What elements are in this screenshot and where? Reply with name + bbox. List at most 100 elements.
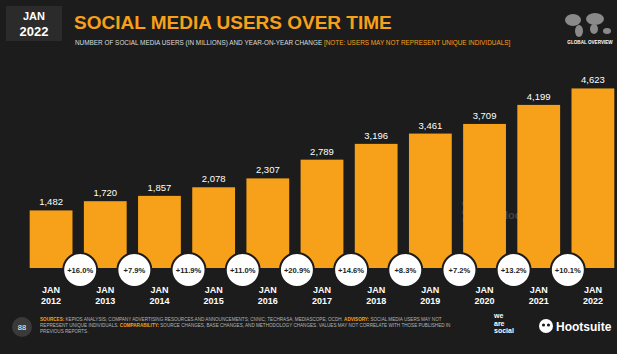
world-map-icon	[565, 13, 611, 37]
change-label: +11.9%	[176, 266, 202, 275]
change-label: +7.9%	[123, 266, 145, 275]
data-label: 4,199	[527, 91, 551, 102]
category-label: JAN2020	[475, 285, 495, 306]
change-label: +13.2%	[501, 266, 527, 275]
change-badges: +16.0% +7.9% +11.9% +11.0% +20.9% +14.6% +8.3%…	[63, 253, 585, 287]
bar	[409, 134, 452, 268]
brand-we-are-social: we	[493, 312, 503, 319]
change-circle	[117, 253, 151, 287]
category-label: JAN2021	[529, 285, 549, 306]
category-label-line: JAN	[530, 285, 548, 295]
category-label-line: JAN	[259, 285, 277, 295]
category-label-line: 2016	[258, 296, 278, 306]
bar	[572, 88, 615, 268]
change-label: +14.6%	[338, 266, 364, 275]
brand-logos: wearesocial Hootsuite	[493, 312, 612, 334]
category-label-line: JAN	[421, 285, 439, 295]
category-label-line: JAN	[42, 285, 60, 295]
category-label: JAN2013	[95, 285, 115, 306]
category-label: JAN2016	[258, 285, 278, 306]
change-circle	[63, 253, 97, 287]
data-label: 2,307	[256, 164, 280, 175]
brand-hootsuite: Hootsuite	[556, 320, 612, 334]
category-label-line: 2022	[583, 296, 603, 306]
change-circle	[226, 253, 260, 287]
map-continent	[590, 24, 598, 34]
footnotes: SOURCES: KEPIOS ANALYSIS; COMPANY ADVERT…	[40, 317, 465, 335]
footnote-label: COMPARABILITY:	[120, 323, 159, 328]
brand-we-are-social: are	[494, 320, 505, 327]
change-label: +8.3%	[394, 266, 416, 275]
change-label: +20.9%	[284, 266, 310, 275]
data-label: 3,461	[418, 120, 442, 131]
category-label: JAN2019	[420, 285, 440, 306]
map-continent	[603, 28, 611, 34]
category-label-line: 2013	[95, 296, 115, 306]
category-label: JAN2014	[149, 285, 169, 306]
category-label-line: 2020	[475, 296, 495, 306]
subtitle-note: [NOTE: USERS MAY NOT REPRESENT UNIQUE IN…	[324, 39, 511, 47]
bar	[301, 160, 344, 268]
stage: JAN2022SOCIAL MEDIA USERS OVER TIMENUMBE…	[0, 0, 617, 354]
category-label-line: 2019	[420, 296, 440, 306]
category-label-line: JAN	[367, 285, 385, 295]
change-circle	[172, 253, 206, 287]
hootsuite-owl-eye	[542, 323, 545, 326]
hootsuite-owl	[539, 319, 553, 333]
page-number-circle	[12, 317, 32, 337]
category-label: JAN2018	[366, 285, 386, 306]
category-label-line: JAN	[150, 285, 168, 295]
map-continent	[586, 13, 604, 25]
chart: JAN2022SOCIAL MEDIA USERS OVER TIMENUMBE…	[0, 0, 617, 354]
change-circle	[334, 253, 368, 287]
category-label-line: 2014	[149, 296, 169, 306]
category-label-line: 2018	[366, 296, 386, 306]
bar	[463, 124, 506, 268]
change-label: +16.0%	[67, 266, 93, 275]
footnote-text: KEPIOS ANALYSIS; COMPANY ADVERTISING RES…	[66, 317, 343, 322]
change-label: +7.2%	[449, 266, 471, 275]
brand-we-are-social: social	[494, 327, 514, 334]
change-circle	[280, 253, 314, 287]
change-circle	[388, 253, 422, 287]
date-badge-box	[6, 6, 62, 41]
data-label: 3,709	[473, 110, 497, 121]
change-circle	[551, 253, 585, 287]
category-label-line: 2015	[204, 296, 224, 306]
bar	[355, 144, 398, 268]
category-label-line: JAN	[313, 285, 331, 295]
section-label: GLOBAL OVERVIEW	[567, 40, 613, 45]
data-label: 2,078	[202, 173, 226, 184]
map-continent	[575, 25, 583, 37]
category-label-line: JAN	[476, 285, 494, 295]
category-label-line: JAN	[584, 285, 602, 295]
data-label: 1,720	[93, 187, 117, 198]
category-label: JAN2022	[583, 285, 603, 306]
date-badge-month: JAN	[23, 10, 45, 22]
data-label: 1,482	[39, 196, 63, 207]
data-label: 1,857	[148, 182, 172, 193]
subtitle-line: NUMBER OF SOCIAL MEDIA USERS (IN MILLION…	[75, 39, 510, 47]
change-label: +10.1%	[555, 266, 581, 275]
x-axis-labels: JAN2012JAN2013JAN2014JAN2015JAN2016JAN20…	[41, 285, 603, 306]
change-circle	[442, 253, 476, 287]
page-number: 88	[18, 323, 26, 332]
category-label: JAN2012	[41, 285, 61, 306]
category-label-line: 2012	[41, 296, 61, 306]
hootsuite-owl-eye	[547, 323, 550, 326]
footnote-label: ADVISORY:	[344, 317, 369, 322]
data-label: 3,196	[364, 130, 388, 141]
footnote-label: SOURCES:	[40, 317, 64, 322]
category-label-line: JAN	[96, 285, 114, 295]
bar	[517, 105, 560, 268]
date-badge-year: 2022	[20, 24, 49, 39]
category-label-line: JAN	[205, 285, 223, 295]
change-circle	[497, 253, 531, 287]
title: SOCIAL MEDIA USERS OVER TIME	[74, 12, 392, 33]
category-label: JAN2015	[204, 285, 224, 306]
data-label: 4,623	[581, 74, 605, 85]
category-label-line: 2021	[529, 296, 549, 306]
category-label: JAN2017	[312, 285, 332, 306]
change-label: +11.0%	[230, 266, 256, 275]
data-labels: 1,4821,7201,8572,0782,3072,7893,1963,461…	[39, 74, 605, 207]
